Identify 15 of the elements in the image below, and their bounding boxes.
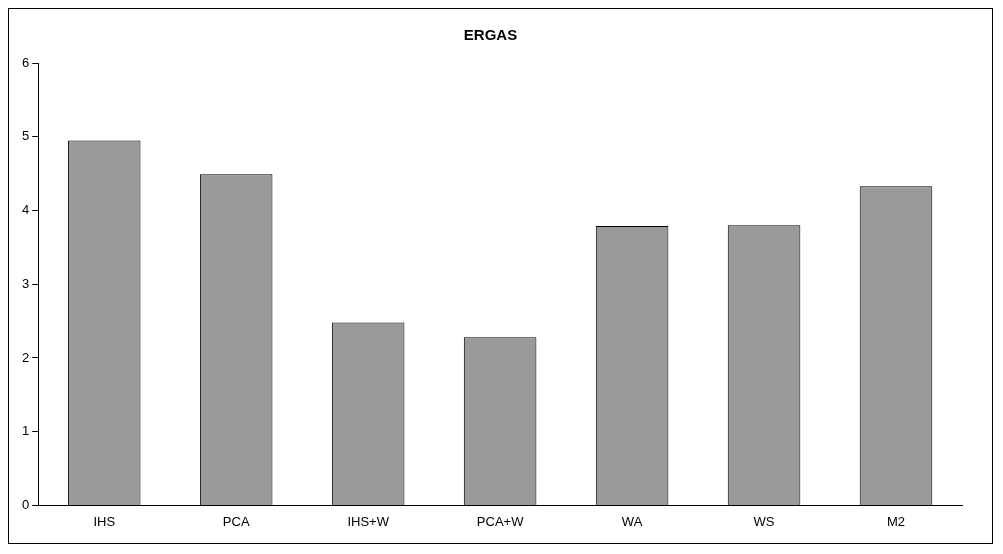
y-tick-label: 4 xyxy=(22,202,30,218)
x-tick-label: M2 xyxy=(886,513,906,529)
x-tick-label: PCA xyxy=(222,513,250,529)
x-tick-label: IHS+W xyxy=(347,513,390,529)
x-tick-label: PCA+W xyxy=(476,513,525,529)
chart-title: ERGAS xyxy=(463,26,518,44)
x-tick-label: WS xyxy=(753,513,775,529)
y-tick-label: 0 xyxy=(22,496,30,512)
y-tick-label: 6 xyxy=(22,54,30,70)
y-tick-label: 2 xyxy=(22,349,30,365)
y-tick-label: 3 xyxy=(22,275,30,291)
x-tick-label: WA xyxy=(621,513,643,529)
x-tick-label: IHS xyxy=(93,513,116,529)
y-tick-label: 1 xyxy=(22,423,30,439)
y-tick-label: 5 xyxy=(22,128,30,144)
